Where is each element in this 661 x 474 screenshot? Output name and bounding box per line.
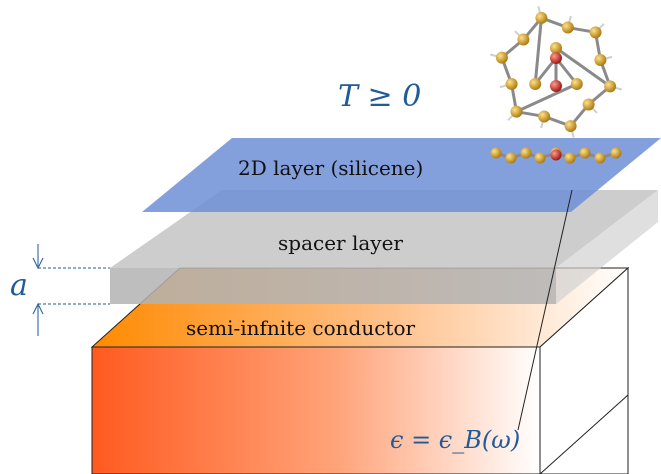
spacer-front-face (110, 268, 556, 304)
silicene-layer (142, 138, 661, 212)
spacer-side-face (556, 190, 658, 304)
conductor-label: semi-infnite conductor (186, 316, 415, 340)
silicene-icon (490, 6, 622, 164)
temperature-label: T ≥ 0 (338, 79, 421, 114)
layer-2d-label: 2D layer (silicene) (238, 156, 423, 180)
dielectric-label: ϵ = ϵ_B(ω) (390, 426, 520, 454)
separation-label: a (10, 268, 28, 303)
conductor-diagonal (539, 394, 629, 474)
dielectric-pointer (517, 189, 573, 431)
separation-marker (32, 244, 110, 336)
conductor-front-face (91, 346, 541, 474)
spacer-label: spacer layer (278, 231, 403, 255)
